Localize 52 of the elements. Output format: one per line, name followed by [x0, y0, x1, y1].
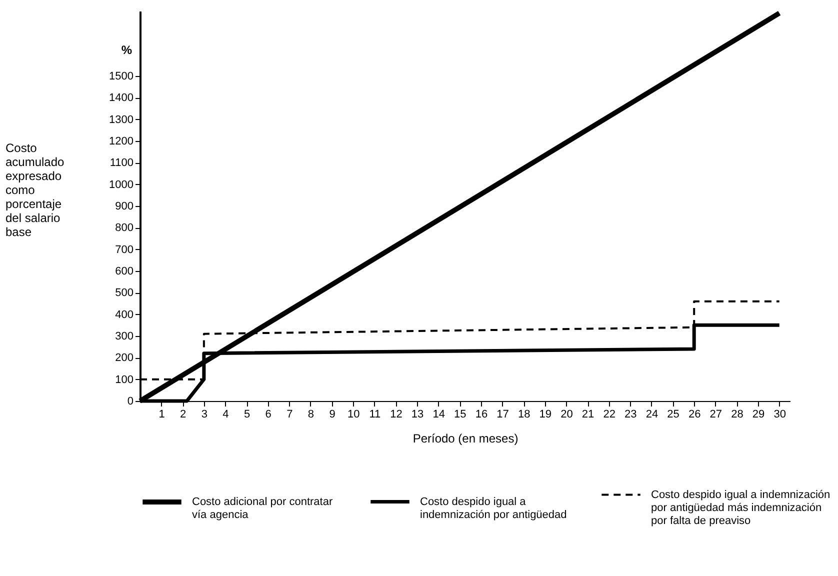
x-tick-label: 5	[244, 408, 250, 420]
x-tick-label: 13	[411, 408, 424, 420]
x-tick-label: 11	[369, 408, 381, 420]
y-tick-label: 800	[115, 222, 134, 234]
y-axis-title: Costo acumulado expresado como porcentaje del salario base	[6, 141, 65, 239]
x-tick-label: 8	[308, 408, 314, 420]
y-tick-label: 500	[115, 287, 134, 300]
x-tick-label: 24	[646, 408, 658, 420]
x-tick-label: 30	[774, 408, 786, 420]
y-tick-label: 900	[115, 200, 134, 212]
y-tick-label: 100	[115, 374, 134, 386]
y-tick-label: 1500	[109, 70, 134, 82]
x-tick-label: 2	[180, 408, 186, 420]
x-tick-label: 26	[688, 408, 701, 420]
text: %	[121, 43, 132, 57]
y-tick-label: 200	[115, 352, 134, 364]
x-tick-label: 16	[475, 408, 488, 420]
y-tick-label: 0	[127, 396, 134, 408]
y-tick-label: 300	[115, 330, 134, 342]
x-tick-label: 10	[347, 408, 360, 420]
x-tick-label: 21	[582, 408, 594, 420]
x-tick-label: 1	[158, 408, 165, 420]
y-tick-label: 400	[115, 308, 134, 321]
x-axis-title: Período (en meses)	[412, 432, 518, 446]
x-tick-label: 20	[560, 408, 573, 420]
x-tick-label: 15	[454, 408, 466, 420]
x-tick-label: 29	[752, 408, 765, 420]
x-tick-label: 3	[201, 408, 208, 420]
x-tick-label: 25	[667, 408, 680, 420]
x-tick-label: 12	[390, 408, 402, 420]
x-tick-label: 7	[286, 408, 293, 420]
y-tick-label: 600	[115, 266, 134, 278]
legend-label: Costo despido igual a indemnización por antigüedad más indemnización por falta de preaviso	[651, 488, 830, 527]
x-tick-label: 28	[731, 408, 744, 420]
x-tick-label: 6	[265, 408, 272, 420]
x-tick-label: 23	[624, 408, 637, 420]
y-tick-label: 700	[115, 244, 134, 256]
x-tick-label: 18	[518, 408, 530, 420]
x-tick-label: 19	[539, 408, 552, 420]
x-tick-label: 22	[603, 408, 616, 420]
x-tick-label: 14	[432, 408, 445, 420]
x-tick-label: 9	[329, 408, 336, 420]
y-tick-label: 1400	[109, 92, 134, 104]
x-tick-label: 4	[222, 408, 229, 420]
y-tick-label: 1000	[109, 178, 134, 191]
y-tick-label: 1100	[110, 157, 134, 170]
legend-label: Costo adicional por contratar vía agencia	[192, 496, 333, 521]
legend-label: Costo despido igual a indemnización por antigüedad	[420, 496, 567, 521]
y-tick-label: 1300	[109, 114, 134, 126]
y-tick-label: 1200	[109, 136, 134, 148]
x-tick-label: 27	[710, 408, 722, 420]
x-tick-label: 17	[496, 408, 509, 420]
